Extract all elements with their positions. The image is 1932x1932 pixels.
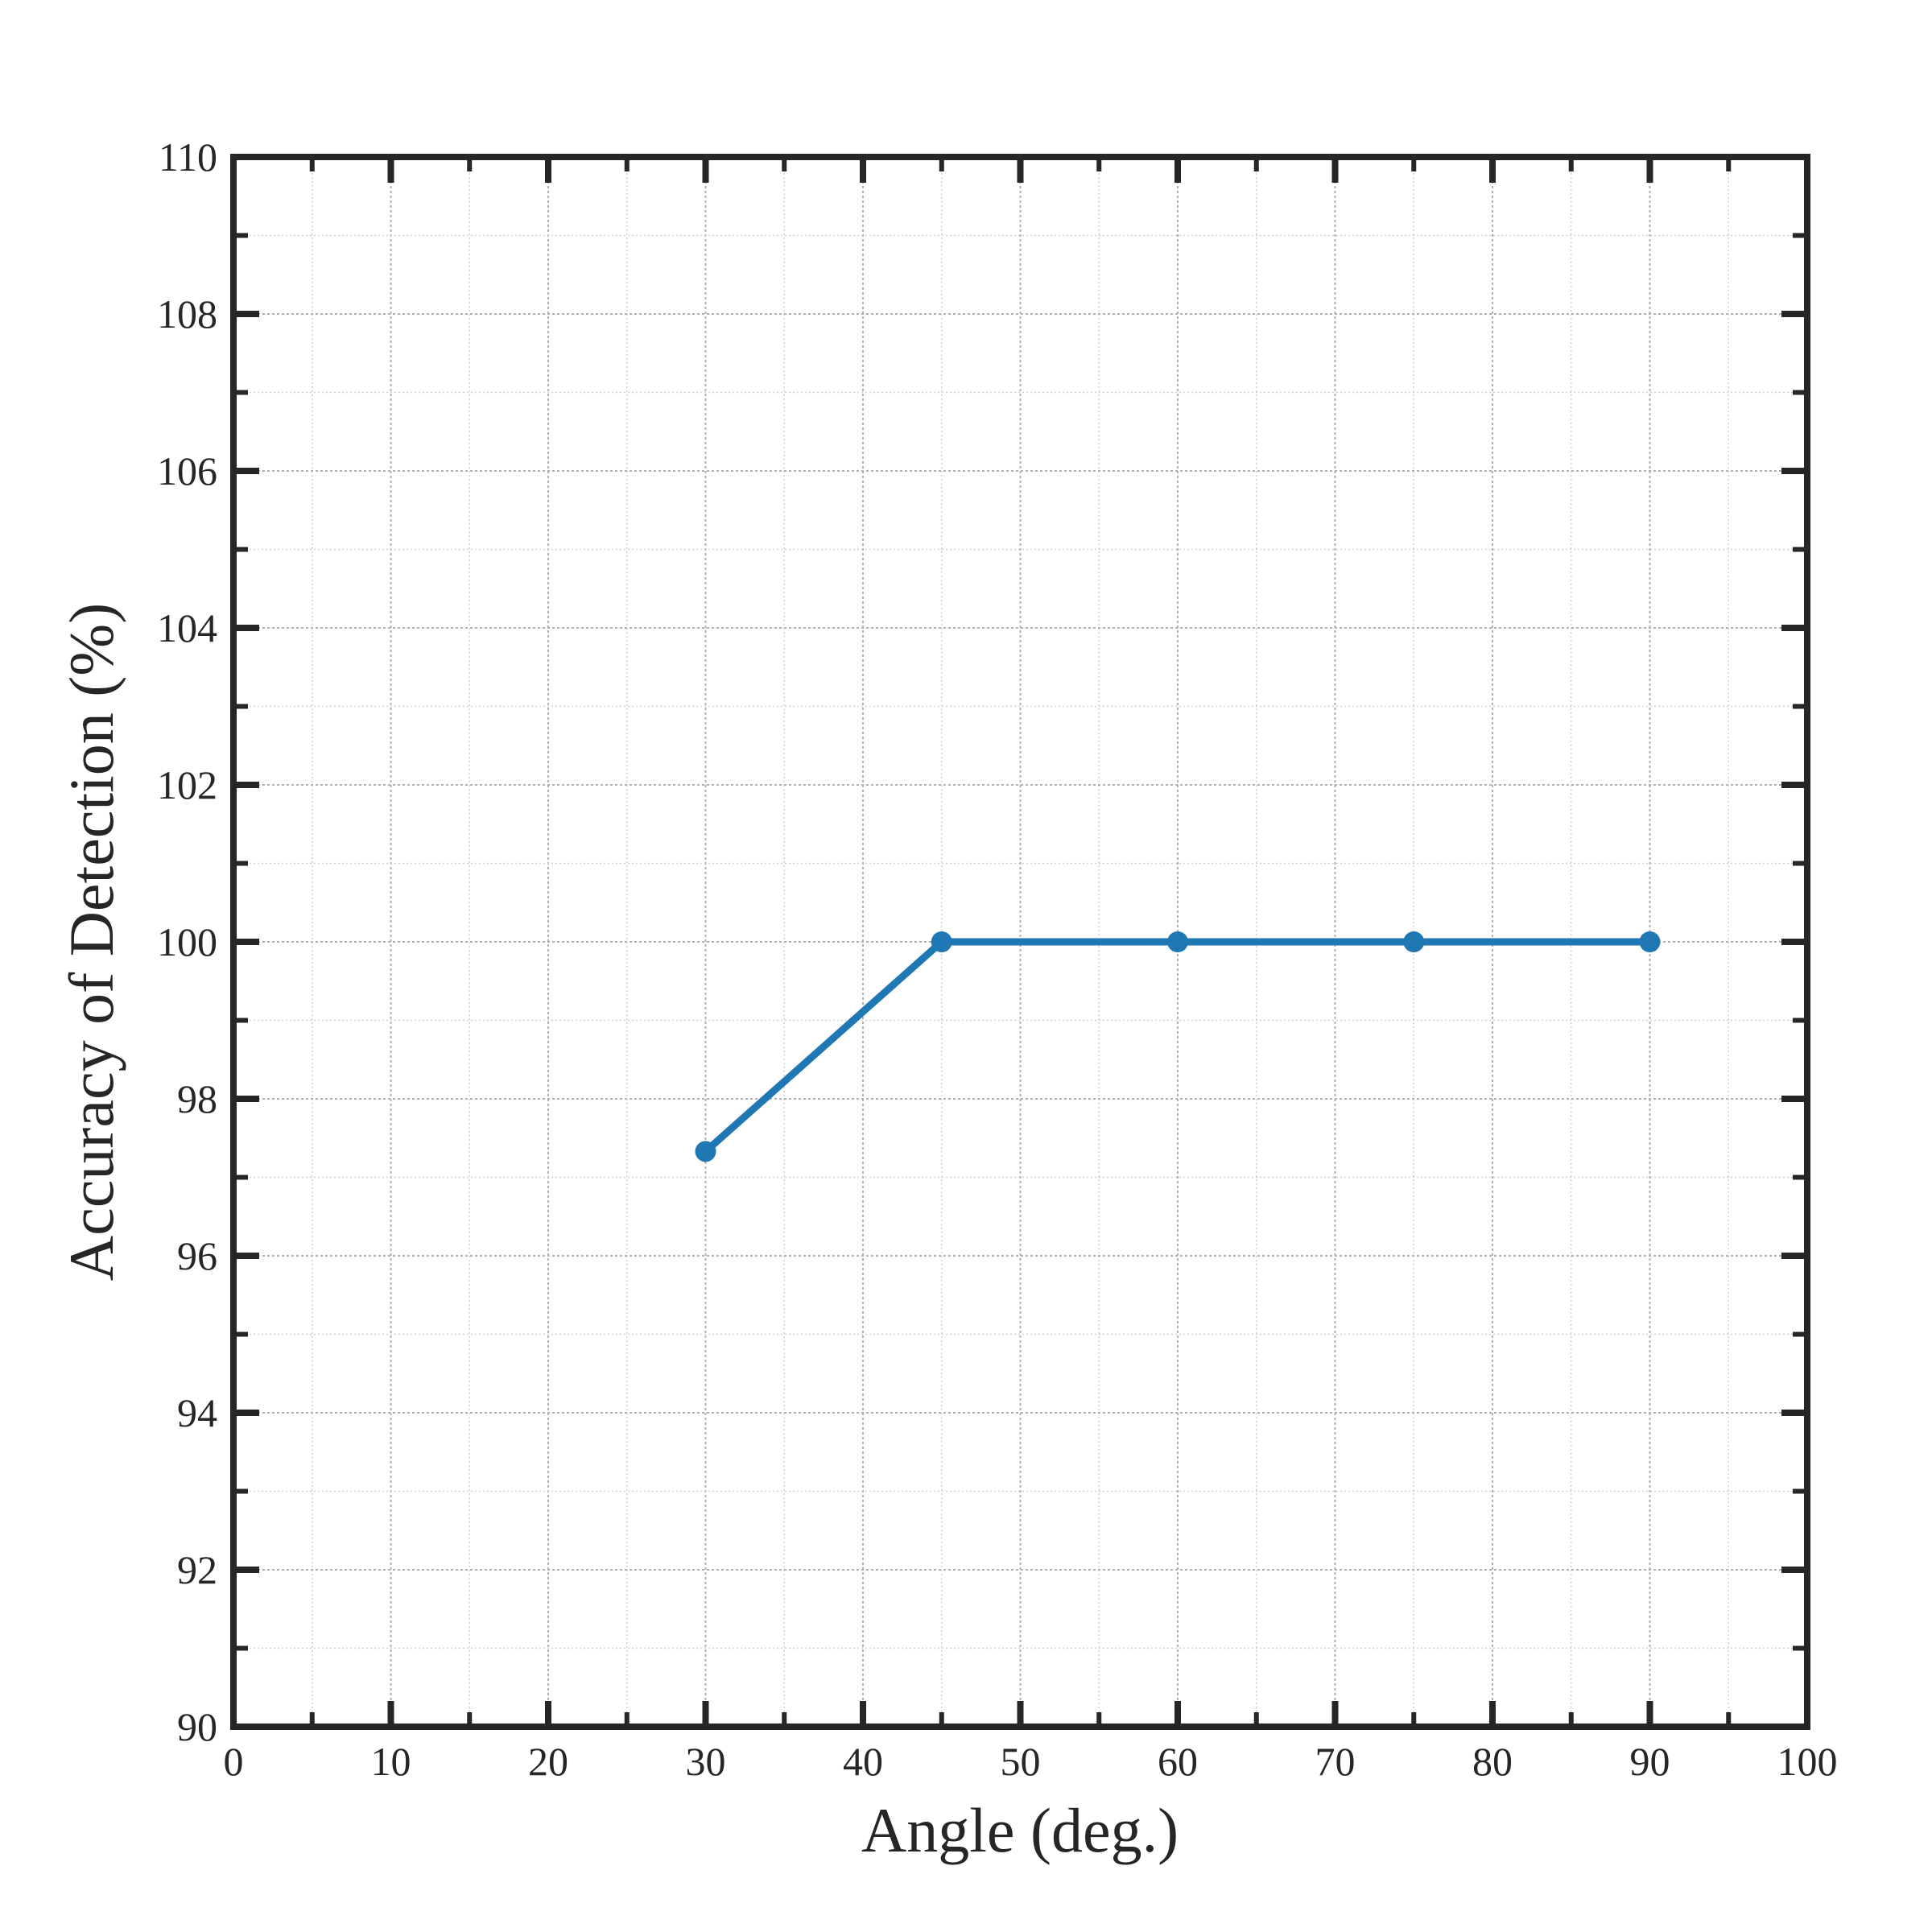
x-tick-label: 10 bbox=[371, 1739, 411, 1784]
x-tick-label: 0 bbox=[224, 1739, 244, 1784]
y-tick-label: 98 bbox=[177, 1076, 217, 1121]
y-tick-label: 94 bbox=[177, 1390, 217, 1435]
x-tick-label: 50 bbox=[1001, 1739, 1041, 1784]
data-point bbox=[695, 1141, 716, 1162]
x-tick-label: 80 bbox=[1472, 1739, 1513, 1784]
tick-labels: 0 10 20 30 40 50 60 70 80 90 100 90 92 94 96 98 100 102 10… bbox=[157, 134, 1838, 1784]
y-axis-title: Accuracy of Detection (%) bbox=[56, 603, 126, 1281]
data-point bbox=[1639, 931, 1661, 952]
series-layer bbox=[695, 931, 1661, 1162]
x-axis-title: Angle (deg.) bbox=[861, 1795, 1179, 1865]
x-tick-label: 90 bbox=[1630, 1739, 1670, 1784]
y-tick-label: 92 bbox=[177, 1547, 217, 1592]
y-tick-label: 108 bbox=[157, 291, 217, 336]
x-tick-label: 40 bbox=[843, 1739, 883, 1784]
y-tick-label: 90 bbox=[177, 1704, 217, 1749]
y-tick-label: 110 bbox=[159, 134, 217, 180]
axis-ticks bbox=[230, 154, 1810, 1730]
y-tick-label: 106 bbox=[157, 448, 217, 493]
data-point bbox=[1167, 931, 1188, 952]
y-tick-label: 96 bbox=[177, 1233, 217, 1278]
y-tick-label: 100 bbox=[157, 919, 217, 964]
x-tick-label: 30 bbox=[686, 1739, 726, 1784]
y-tick-label: 102 bbox=[157, 762, 217, 807]
data-point bbox=[1403, 931, 1425, 952]
x-tick-label: 100 bbox=[1777, 1739, 1838, 1784]
y-tick-label: 104 bbox=[157, 605, 217, 650]
data-point bbox=[931, 931, 952, 952]
x-tick-label: 20 bbox=[528, 1739, 568, 1784]
x-tick-label: 70 bbox=[1315, 1739, 1356, 1784]
x-tick-label: 60 bbox=[1158, 1739, 1198, 1784]
